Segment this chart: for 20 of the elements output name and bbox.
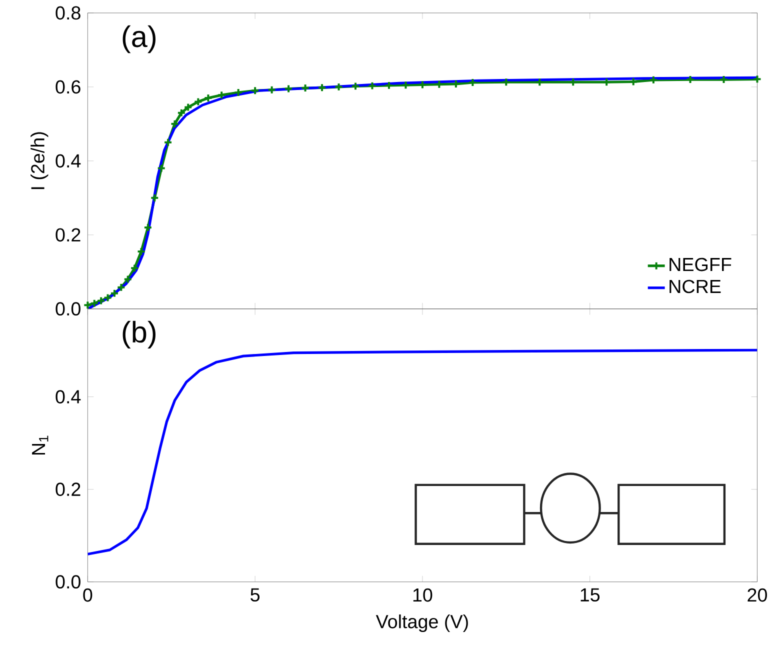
x-tick-label: 15	[580, 588, 600, 602]
y-tick-label: 0.6	[56, 80, 80, 94]
y-axis-title: N$_{1}$	[32, 436, 48, 455]
legend-label: NCRE	[670, 280, 721, 294]
y-tick-label: 0.4	[56, 390, 81, 404]
y-tick-label: 0.2	[56, 228, 80, 242]
x-tick-label: 5	[250, 588, 260, 602]
y-tick-label: 0.4	[56, 154, 81, 168]
x-tick-label: 20	[748, 588, 767, 602]
x-tick-label: 0	[83, 588, 92, 602]
y-tick-label: 0.0	[56, 302, 80, 316]
y-axis-title: I (2e/h)	[30, 132, 48, 190]
x-axis-title: Voltage (V)	[376, 614, 468, 632]
x-tick-label: 10	[413, 588, 432, 602]
legend-label: NEGFF	[670, 258, 732, 272]
y-tick-label: 0.0	[56, 575, 80, 589]
annotation: (b)	[122, 321, 156, 349]
y-tick-label: 0.8	[56, 6, 80, 20]
annotation: (a)	[122, 26, 156, 54]
y-tick-label: 0.2	[56, 482, 80, 496]
